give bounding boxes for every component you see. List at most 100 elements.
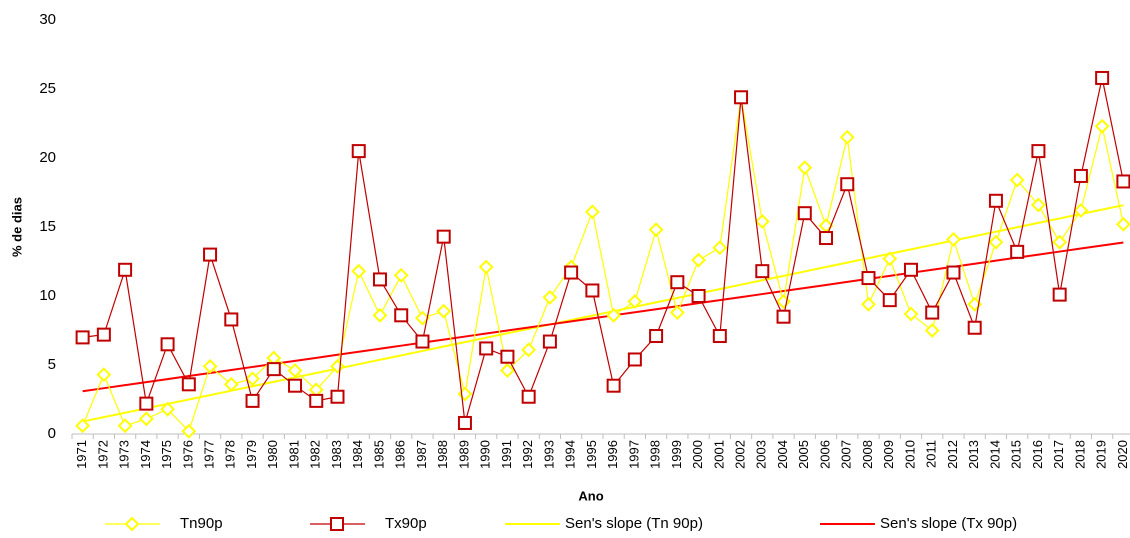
point xyxy=(1073,203,1089,218)
point xyxy=(181,377,196,392)
x-tick-label: 2006 xyxy=(817,440,832,469)
x-tick-label: 2015 xyxy=(1009,440,1024,469)
point xyxy=(330,389,345,404)
point xyxy=(861,271,876,286)
y-tick-label: 0 xyxy=(48,425,56,442)
x-tick-label: 1987 xyxy=(414,440,429,469)
y-tick-label: 10 xyxy=(39,287,56,304)
point xyxy=(946,265,961,280)
point xyxy=(542,289,558,305)
point xyxy=(924,323,940,338)
point xyxy=(1116,174,1130,189)
x-tick-label: 2008 xyxy=(860,440,875,469)
legend-label: Sen's slope (Tn 90p) xyxy=(565,515,703,532)
point xyxy=(372,272,387,287)
x-tick-label: 1973 xyxy=(117,440,132,469)
x-tick-label: 1998 xyxy=(648,440,663,469)
point xyxy=(351,263,367,279)
point xyxy=(96,327,111,342)
point xyxy=(521,389,536,404)
x-tick-label: 2003 xyxy=(754,440,769,469)
point xyxy=(882,293,897,308)
point xyxy=(903,262,918,277)
point xyxy=(478,259,494,275)
x-tick-label: 2010 xyxy=(902,440,917,469)
x-tick-label: 1982 xyxy=(308,440,323,469)
point xyxy=(138,411,154,427)
point xyxy=(75,330,90,345)
x-tick-label: 2007 xyxy=(839,440,854,469)
y-tick-label: 20 xyxy=(39,149,56,166)
point xyxy=(584,204,600,220)
x-tick-label: 1986 xyxy=(393,440,408,469)
point xyxy=(1052,287,1067,302)
point xyxy=(840,177,855,192)
legend-label: Tx90p xyxy=(385,515,427,532)
point xyxy=(372,307,388,323)
point xyxy=(734,90,749,105)
point xyxy=(288,378,303,393)
point xyxy=(479,341,494,356)
point xyxy=(202,358,218,374)
point xyxy=(882,251,898,267)
point xyxy=(967,320,982,335)
point xyxy=(181,423,197,439)
x-tick-label: 1983 xyxy=(329,440,344,469)
point xyxy=(351,144,366,159)
point xyxy=(797,160,813,176)
x-tick-label: 1980 xyxy=(265,440,280,469)
point xyxy=(266,362,281,377)
point xyxy=(118,262,133,277)
x-tick-label: 1984 xyxy=(350,440,365,469)
x-tick-label: 1994 xyxy=(563,440,578,469)
point xyxy=(160,401,175,417)
point xyxy=(712,240,728,256)
point xyxy=(1010,244,1025,259)
point xyxy=(1031,197,1046,213)
point xyxy=(160,337,175,352)
point xyxy=(457,415,472,430)
x-tick-label: 1977 xyxy=(201,440,216,469)
point xyxy=(245,393,260,408)
point xyxy=(542,334,557,349)
point xyxy=(712,329,727,344)
x-tick-label: 1990 xyxy=(478,440,493,469)
point xyxy=(754,214,770,229)
point xyxy=(415,310,430,326)
legend-marker xyxy=(124,516,140,532)
point xyxy=(797,206,812,221)
x-tick-label: 2000 xyxy=(690,440,705,469)
point xyxy=(287,363,303,378)
point xyxy=(521,342,537,358)
point xyxy=(1094,118,1110,134)
point xyxy=(627,294,643,309)
point xyxy=(564,265,579,280)
point xyxy=(1095,70,1110,85)
point xyxy=(606,378,621,393)
series-line xyxy=(82,77,1124,424)
x-tick-label: 2013 xyxy=(966,440,981,469)
x-tick-label: 2018 xyxy=(1072,440,1087,469)
x-tick-label: 1996 xyxy=(605,440,620,469)
x-tick-label: 1995 xyxy=(584,440,599,469)
point xyxy=(203,247,218,262)
point xyxy=(394,308,409,323)
point xyxy=(500,363,515,378)
x-tick-label: 2014 xyxy=(987,440,1002,469)
point xyxy=(669,305,685,320)
point xyxy=(585,283,600,298)
point xyxy=(861,296,876,312)
point xyxy=(309,393,324,408)
point xyxy=(988,234,1004,250)
y-tick-label: 5 xyxy=(48,356,56,373)
x-tick-label: 1974 xyxy=(138,440,153,469)
point xyxy=(1009,172,1025,188)
x-axis-label: Ano xyxy=(578,488,603,503)
point xyxy=(500,349,515,364)
x-tick-label: 1991 xyxy=(499,440,514,469)
point xyxy=(436,229,451,244)
x-tick-label: 1975 xyxy=(159,440,174,469)
point xyxy=(691,252,706,268)
